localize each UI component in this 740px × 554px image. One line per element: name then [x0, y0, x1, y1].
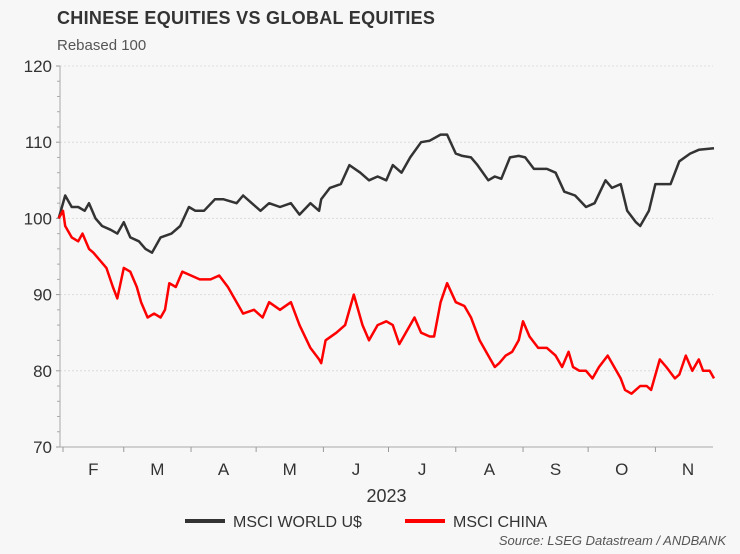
legend-label: MSCI WORLD U$: [233, 514, 362, 531]
x-tick-label: N: [682, 460, 694, 479]
x-axis-label: 2023: [366, 486, 406, 506]
series-line-msci-world: [57, 133, 715, 254]
series-line-msci-china: [57, 209, 716, 395]
source-note: Source: LSEG Datastream / ANDBANK: [498, 533, 726, 548]
x-tick-label: F: [88, 460, 98, 479]
x-tick-label: A: [484, 460, 496, 479]
x-tick-label: O: [615, 460, 628, 479]
y-tick-label: 120: [24, 57, 52, 76]
x-tick-label: M: [150, 460, 164, 479]
x-tick-label: A: [218, 460, 230, 479]
chart-subtitle: Rebased 100: [57, 37, 147, 54]
y-tick-label: 90: [33, 286, 52, 305]
x-tick-label: S: [550, 460, 561, 479]
x-tick-label: M: [283, 460, 297, 479]
y-tick-label: 110: [25, 133, 52, 152]
x-tick-label: J: [418, 460, 427, 479]
chart-title: CHINESE EQUITIES VS GLOBAL EQUITIES: [57, 8, 436, 28]
y-tick-label: 80: [33, 362, 52, 381]
y-tick-label: 100: [24, 209, 52, 228]
y-tick-label: 70: [33, 438, 52, 457]
x-tick-label: J: [352, 460, 361, 479]
legend-label: MSCI CHINA: [453, 514, 548, 531]
